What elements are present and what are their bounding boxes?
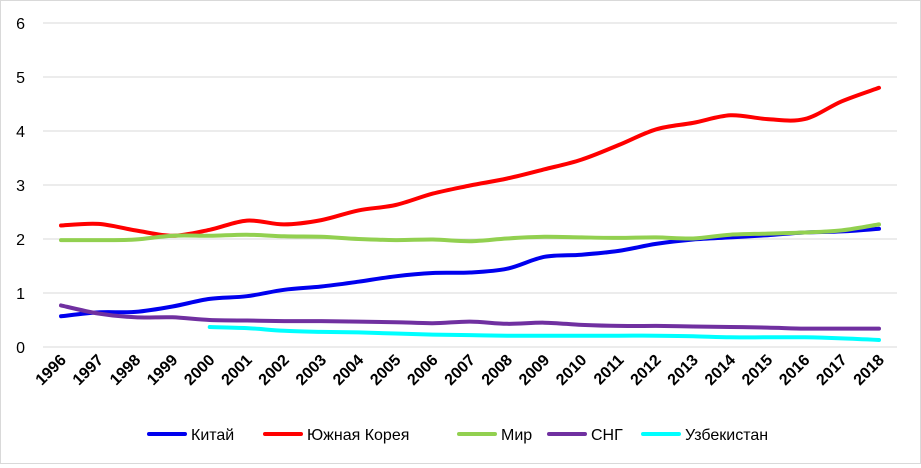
series-lines [59,85,881,342]
x-tick-label: 2013 [665,352,702,389]
x-tick-label: 1996 [33,352,70,389]
gridlines [43,22,897,348]
x-tick-label: 1997 [70,352,107,389]
x-tick-label: 2005 [367,352,404,389]
x-tick-label: 2001 [219,352,256,389]
legend-label: Южная Корея [307,427,409,444]
y-tick-label: 5 [16,70,25,87]
x-tick-label: 2000 [181,352,218,389]
y-tick-label: 2 [16,232,25,249]
x-axis-ticks: 1996 1997 1998 1999 2000 2001 2002 2003 2004 2005… [33,352,888,389]
x-tick-label: 2002 [256,352,293,389]
x-tick-label: 2016 [776,352,813,389]
legend-label: СНГ [591,427,623,444]
y-tick-label: 1 [16,286,25,303]
series-line-4 [207,325,881,342]
series-line-1 [59,85,881,238]
x-tick-label: 1998 [107,352,144,389]
x-tick-label: 2004 [330,352,367,389]
x-tick-label: 2015 [739,352,776,389]
x-tick-label: 2009 [516,352,553,389]
x-tick-label: 2008 [479,352,516,389]
legend-label: Узбекистан [685,427,768,444]
x-tick-label: 2011 [591,352,628,389]
x-tick-label: 2006 [404,352,441,389]
series-line-0 [59,226,881,319]
x-tick-label: 2017 [813,352,850,389]
x-tick-label: 1999 [144,352,181,389]
legend-label: Мир [501,427,532,444]
y-tick-label: 6 [16,16,25,33]
series-line-2 [59,222,881,244]
series-line-3 [59,303,881,331]
x-tick-label: 2014 [702,352,739,389]
y-axis-ticks: 0 1 2 3 4 5 6 [16,16,25,357]
y-tick-label: 0 [16,340,25,357]
x-tick-label: 2010 [553,352,590,389]
legend-label: Китай [191,427,234,444]
x-tick-label: 2012 [628,352,665,389]
legend: Китай Южная Корея Мир СНГ Узбекистан [147,427,768,444]
x-tick-label: 2018 [851,352,888,389]
y-tick-label: 4 [16,124,25,141]
x-tick-label: 2003 [293,352,330,389]
x-tick-label: 2007 [442,352,479,389]
y-tick-label: 3 [16,178,25,195]
